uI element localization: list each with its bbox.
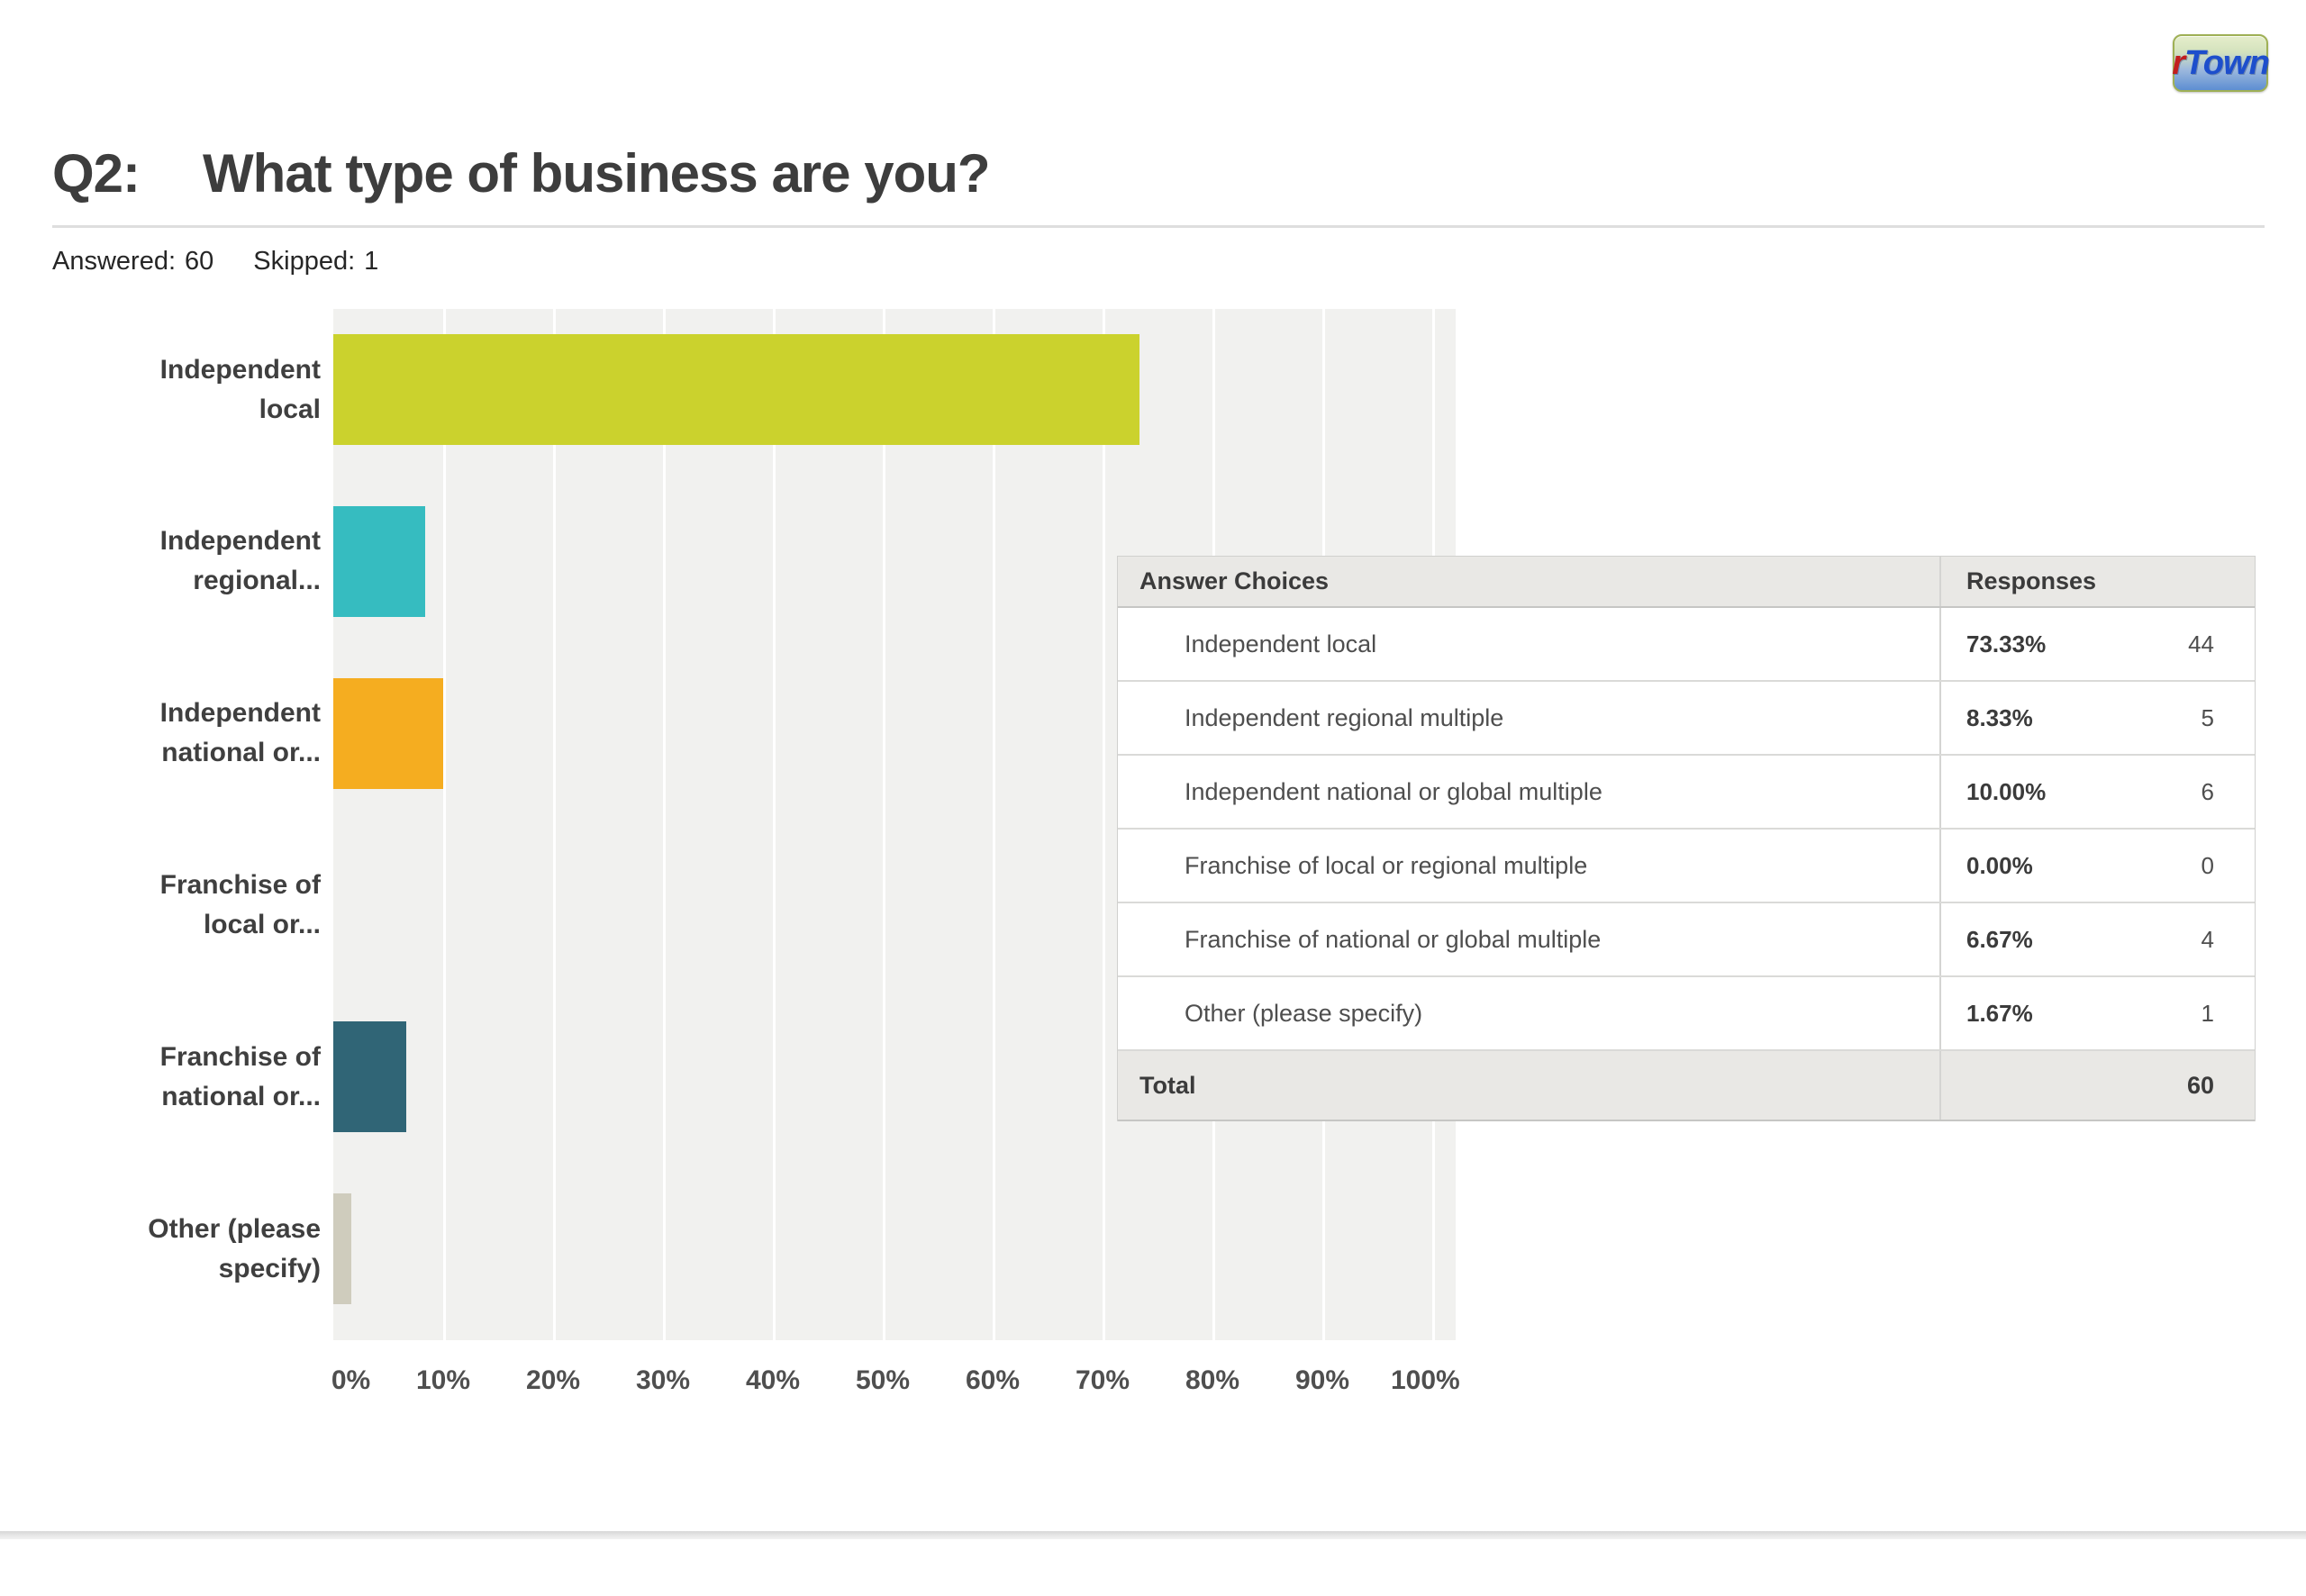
gridline [773,309,776,1340]
answer-choice-label: Independent regional multiple [1185,703,1504,731]
x-tick-label: 80% [1185,1365,1240,1395]
response-count: 4 [2201,925,2214,953]
gridline [1103,309,1105,1340]
answer-choice-label: Independent national or global multiple [1185,777,1602,805]
response-percent: 0.00% [1966,851,2033,879]
x-tick-label: 10% [415,1365,471,1395]
x-tick-label: 40% [745,1365,801,1395]
bar-5 [333,1021,407,1133]
x-tick-label: 60% [965,1365,1021,1395]
table-row: Independent national or global multiple 1… [1118,756,2255,830]
rtown-logo: rTown [2172,34,2270,92]
answered-label: Answered: [52,247,177,276]
table-total-row: Total 60 [1118,1051,2255,1121]
response-cell: 10.00% 6 [1939,756,2255,828]
category-label: Independent regional... [159,526,321,596]
results-table: Answer Choices Responses Independent loc… [1117,556,2256,1121]
category-label: Franchise of local or... [159,869,321,939]
gridline [993,309,995,1340]
title-divider [52,225,2265,228]
response-percent: 73.33% [1966,630,2047,657]
logo-word-town: Town [2184,43,2270,82]
category-label: Independent local [159,354,321,424]
answered-count: 60 [185,247,214,276]
response-count: 5 [2201,703,2214,731]
total-label: Total [1139,1071,1196,1099]
category-label: Other (please specify) [148,1213,321,1283]
table-row: Independent local 73.33% 44 [1118,608,2255,682]
question-number: Q2: [52,143,141,204]
x-tick-label: 20% [525,1365,581,1395]
responses-header: Responses [1939,557,2255,606]
x-tick-label: 100% [1390,1365,1460,1395]
gridline [443,309,446,1340]
skipped-label: Skipped: [253,247,356,276]
response-percent: 10.00% [1966,777,2047,805]
response-percent: 8.33% [1966,703,2033,731]
gridline [663,309,666,1340]
response-count: 0 [2201,851,2214,879]
bar-3 [333,677,443,789]
table-row: Independent regional multiple 8.33% 5 [1118,682,2255,756]
rtown-logo-text: rTown [2172,43,2270,83]
gridline [883,309,885,1340]
bar-2 [333,505,425,617]
gridline [553,309,556,1340]
x-tick-label: 50% [855,1365,911,1395]
response-cell: 0.00% 0 [1939,830,2255,902]
bar-1 [333,334,1139,445]
category-label: Franchise of national or... [159,1041,321,1111]
answer-stats: Answered: 60 Skipped: 1 [52,247,418,277]
x-axis-tick-labels: 0% 10% 20% 30% 40% 50% 60% 70% 80% 90% 100% [331,1365,1460,1410]
table-row: Franchise of national or global multiple… [1118,903,2255,977]
logo-letter-r: r [2172,43,2185,82]
answer-choices-header: Answer Choices [1139,567,1330,594]
skipped-count: 1 [364,247,379,276]
question-title: Q2: What type of business are you? [52,142,991,204]
x-tick-label: 90% [1294,1365,1350,1395]
table-row: Other (please specify) 1.67% 1 [1118,977,2255,1051]
answer-choice-label: Franchise of national or global multiple [1185,925,1602,953]
category-axis-labels: Independent local Independent regional... In… [0,309,321,1340]
response-count: 1 [2201,999,2214,1027]
bar-6 [333,1193,352,1305]
response-cell: 73.33% 44 [1939,608,2255,680]
total-count: 60 [1939,1051,2255,1120]
skipped-stat: Skipped: 1 [253,247,378,276]
x-tick-label: 30% [635,1365,691,1395]
response-count: 44 [2188,630,2214,657]
response-count: 6 [2201,777,2214,805]
answer-choice-label: Other (please specify) [1185,999,1423,1027]
table-header-row: Answer Choices Responses [1118,557,2255,608]
response-percent: 1.67% [1966,999,2033,1027]
answer-choice-label: Independent local [1185,630,1377,657]
response-cell: 1.67% 1 [1939,977,2255,1049]
response-cell: 6.67% 4 [1939,903,2255,975]
question-text: What type of business are you? [203,143,990,204]
x-tick-label: 0% [331,1365,371,1395]
page-bottom-divider [0,1531,2306,1539]
response-percent: 6.67% [1966,925,2033,953]
x-tick-label: 70% [1075,1365,1130,1395]
answered-stat: Answered: 60 [52,247,213,276]
table-row: Franchise of local or regional multiple 0… [1118,830,2255,903]
answer-choice-label: Franchise of local or regional multiple [1185,851,1588,879]
table-body: Independent local 73.33% 44 Independent reg… [1118,608,2255,1051]
category-label: Independent national or... [159,698,321,768]
response-cell: 8.33% 5 [1939,682,2255,754]
